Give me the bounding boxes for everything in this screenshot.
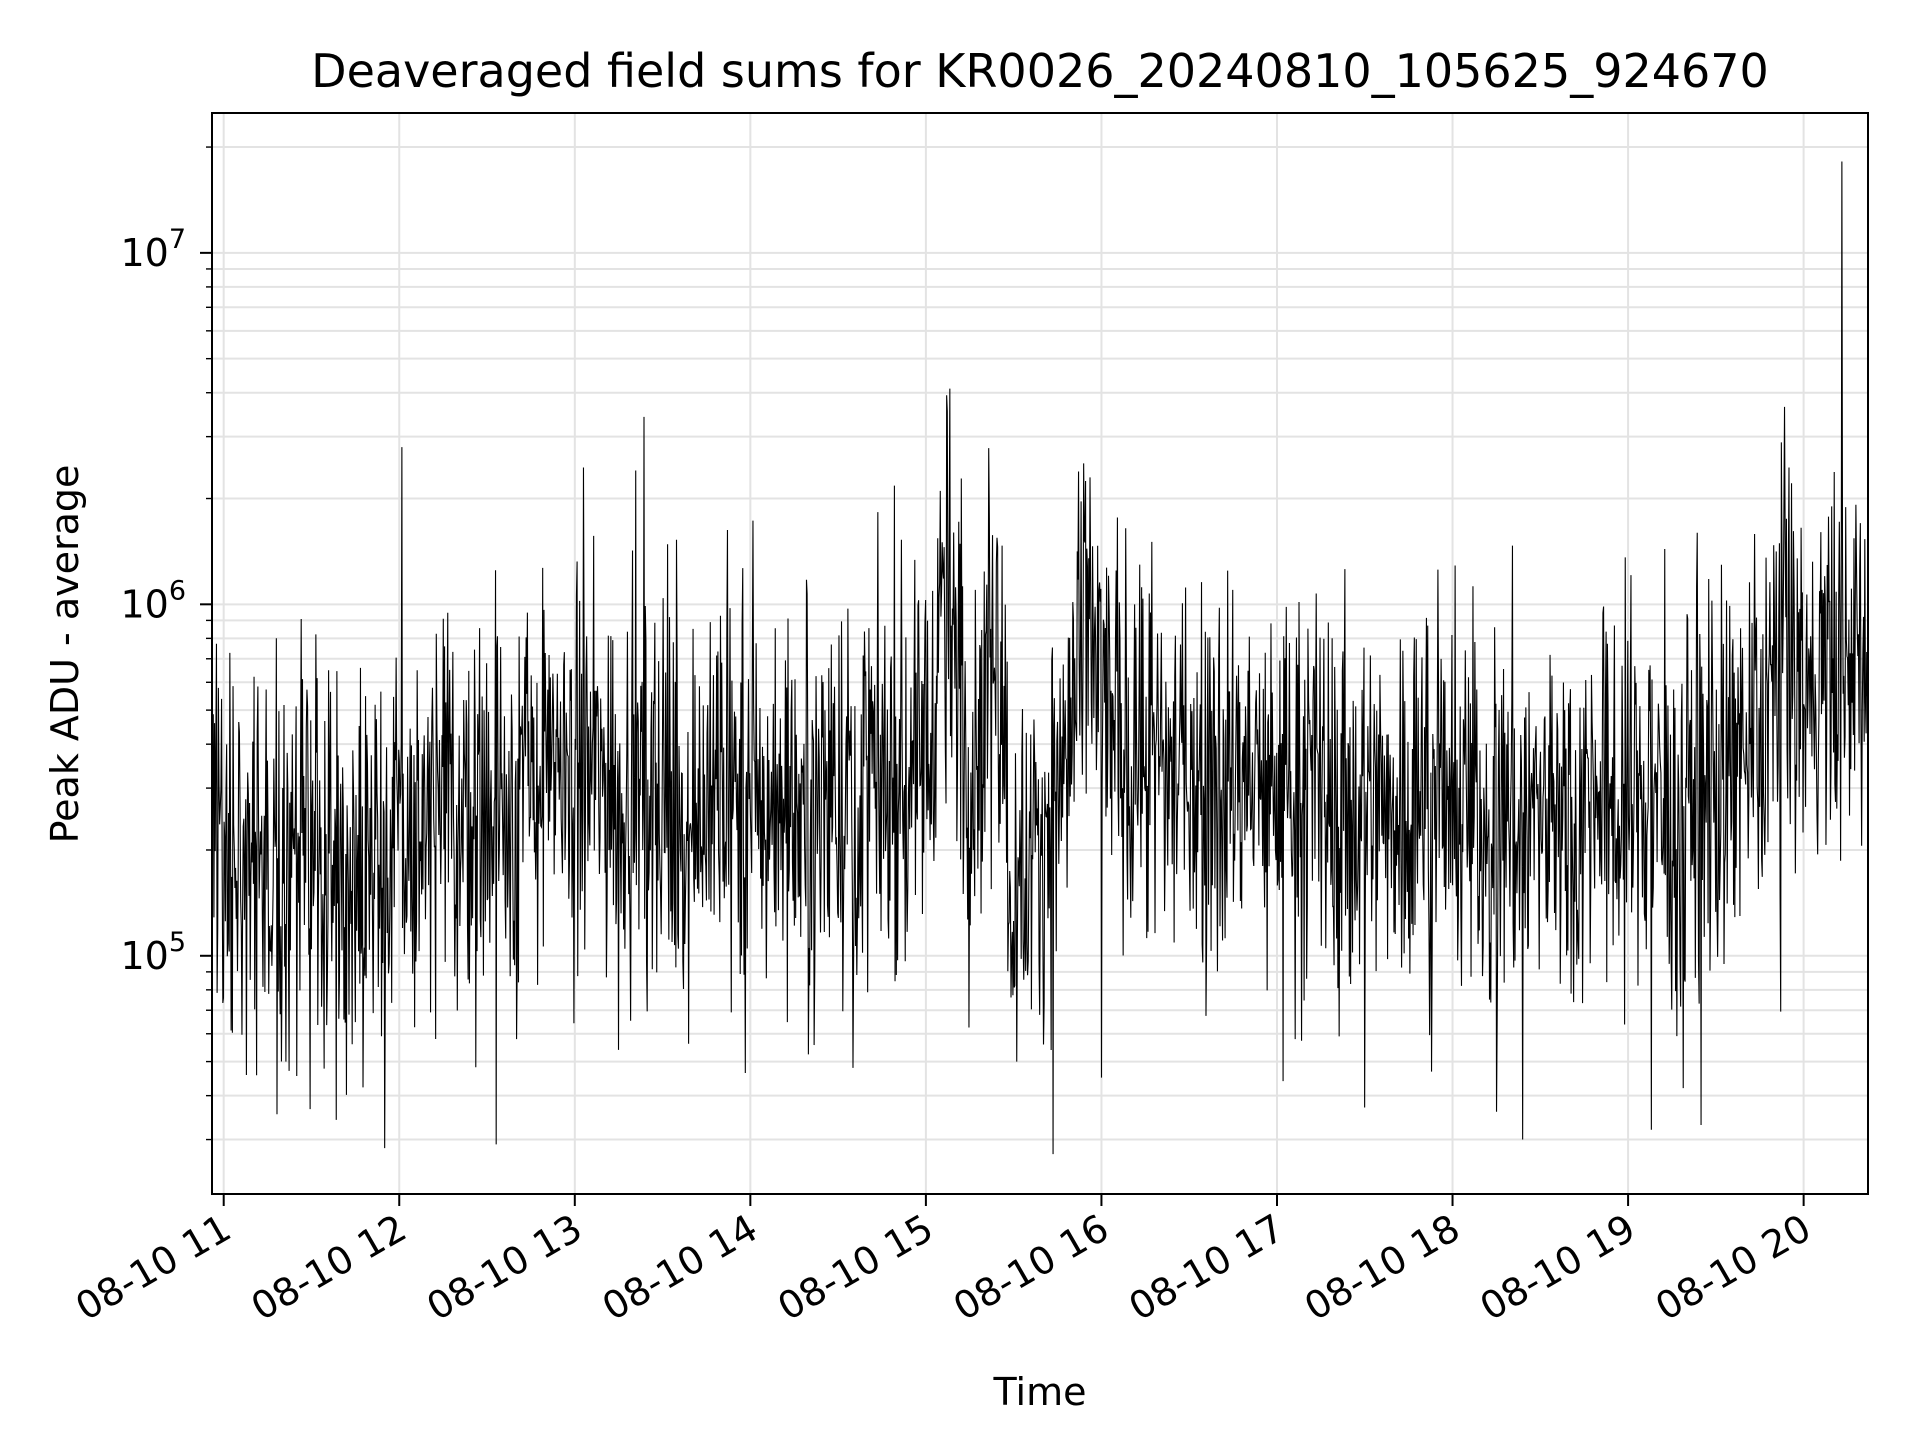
x-tick-label: 08-10 11 [68,1206,238,1330]
x-tick-label: 08-10 14 [595,1206,765,1330]
series-lines [211,161,1869,1155]
y-tick-label: 106 [120,575,186,626]
y-tick-label: 105 [120,927,186,978]
y-axis-label: Peak ADU - average [43,465,87,844]
y-tick-base: 10 [120,582,168,626]
y-tick-exponent: 5 [169,927,186,958]
series-line [211,161,1869,1155]
x-tick-label: 08-10 12 [244,1206,414,1330]
y-tick-label: 107 [120,224,186,275]
y-tick-exponent: 7 [169,224,186,255]
x-axis: 08-10 11 08-10 12 08-10 13 08-10 14 08-10 15… [68,1194,1818,1329]
x-tick-label: 08-10 20 [1648,1206,1818,1330]
grid-lines [212,113,1868,1194]
x-tick-label: 08-10 15 [770,1206,940,1330]
plot-frame [211,112,1869,1195]
y-tick-base: 10 [120,231,168,275]
x-tick-label: 08-10 13 [419,1206,589,1330]
x-axis-label: Time [993,1370,1087,1414]
x-tick-label: 08-10 17 [1122,1206,1292,1330]
x-tick-label: 08-10 16 [946,1206,1116,1330]
y-tick-exponent: 6 [169,575,186,606]
x-tick-label: 08-10 18 [1297,1206,1467,1330]
chart-title: Deaveraged field sums for KR0026_2024081… [311,44,1769,98]
y-tick-base: 10 [120,934,168,978]
x-tick-label: 08-10 19 [1473,1206,1643,1330]
